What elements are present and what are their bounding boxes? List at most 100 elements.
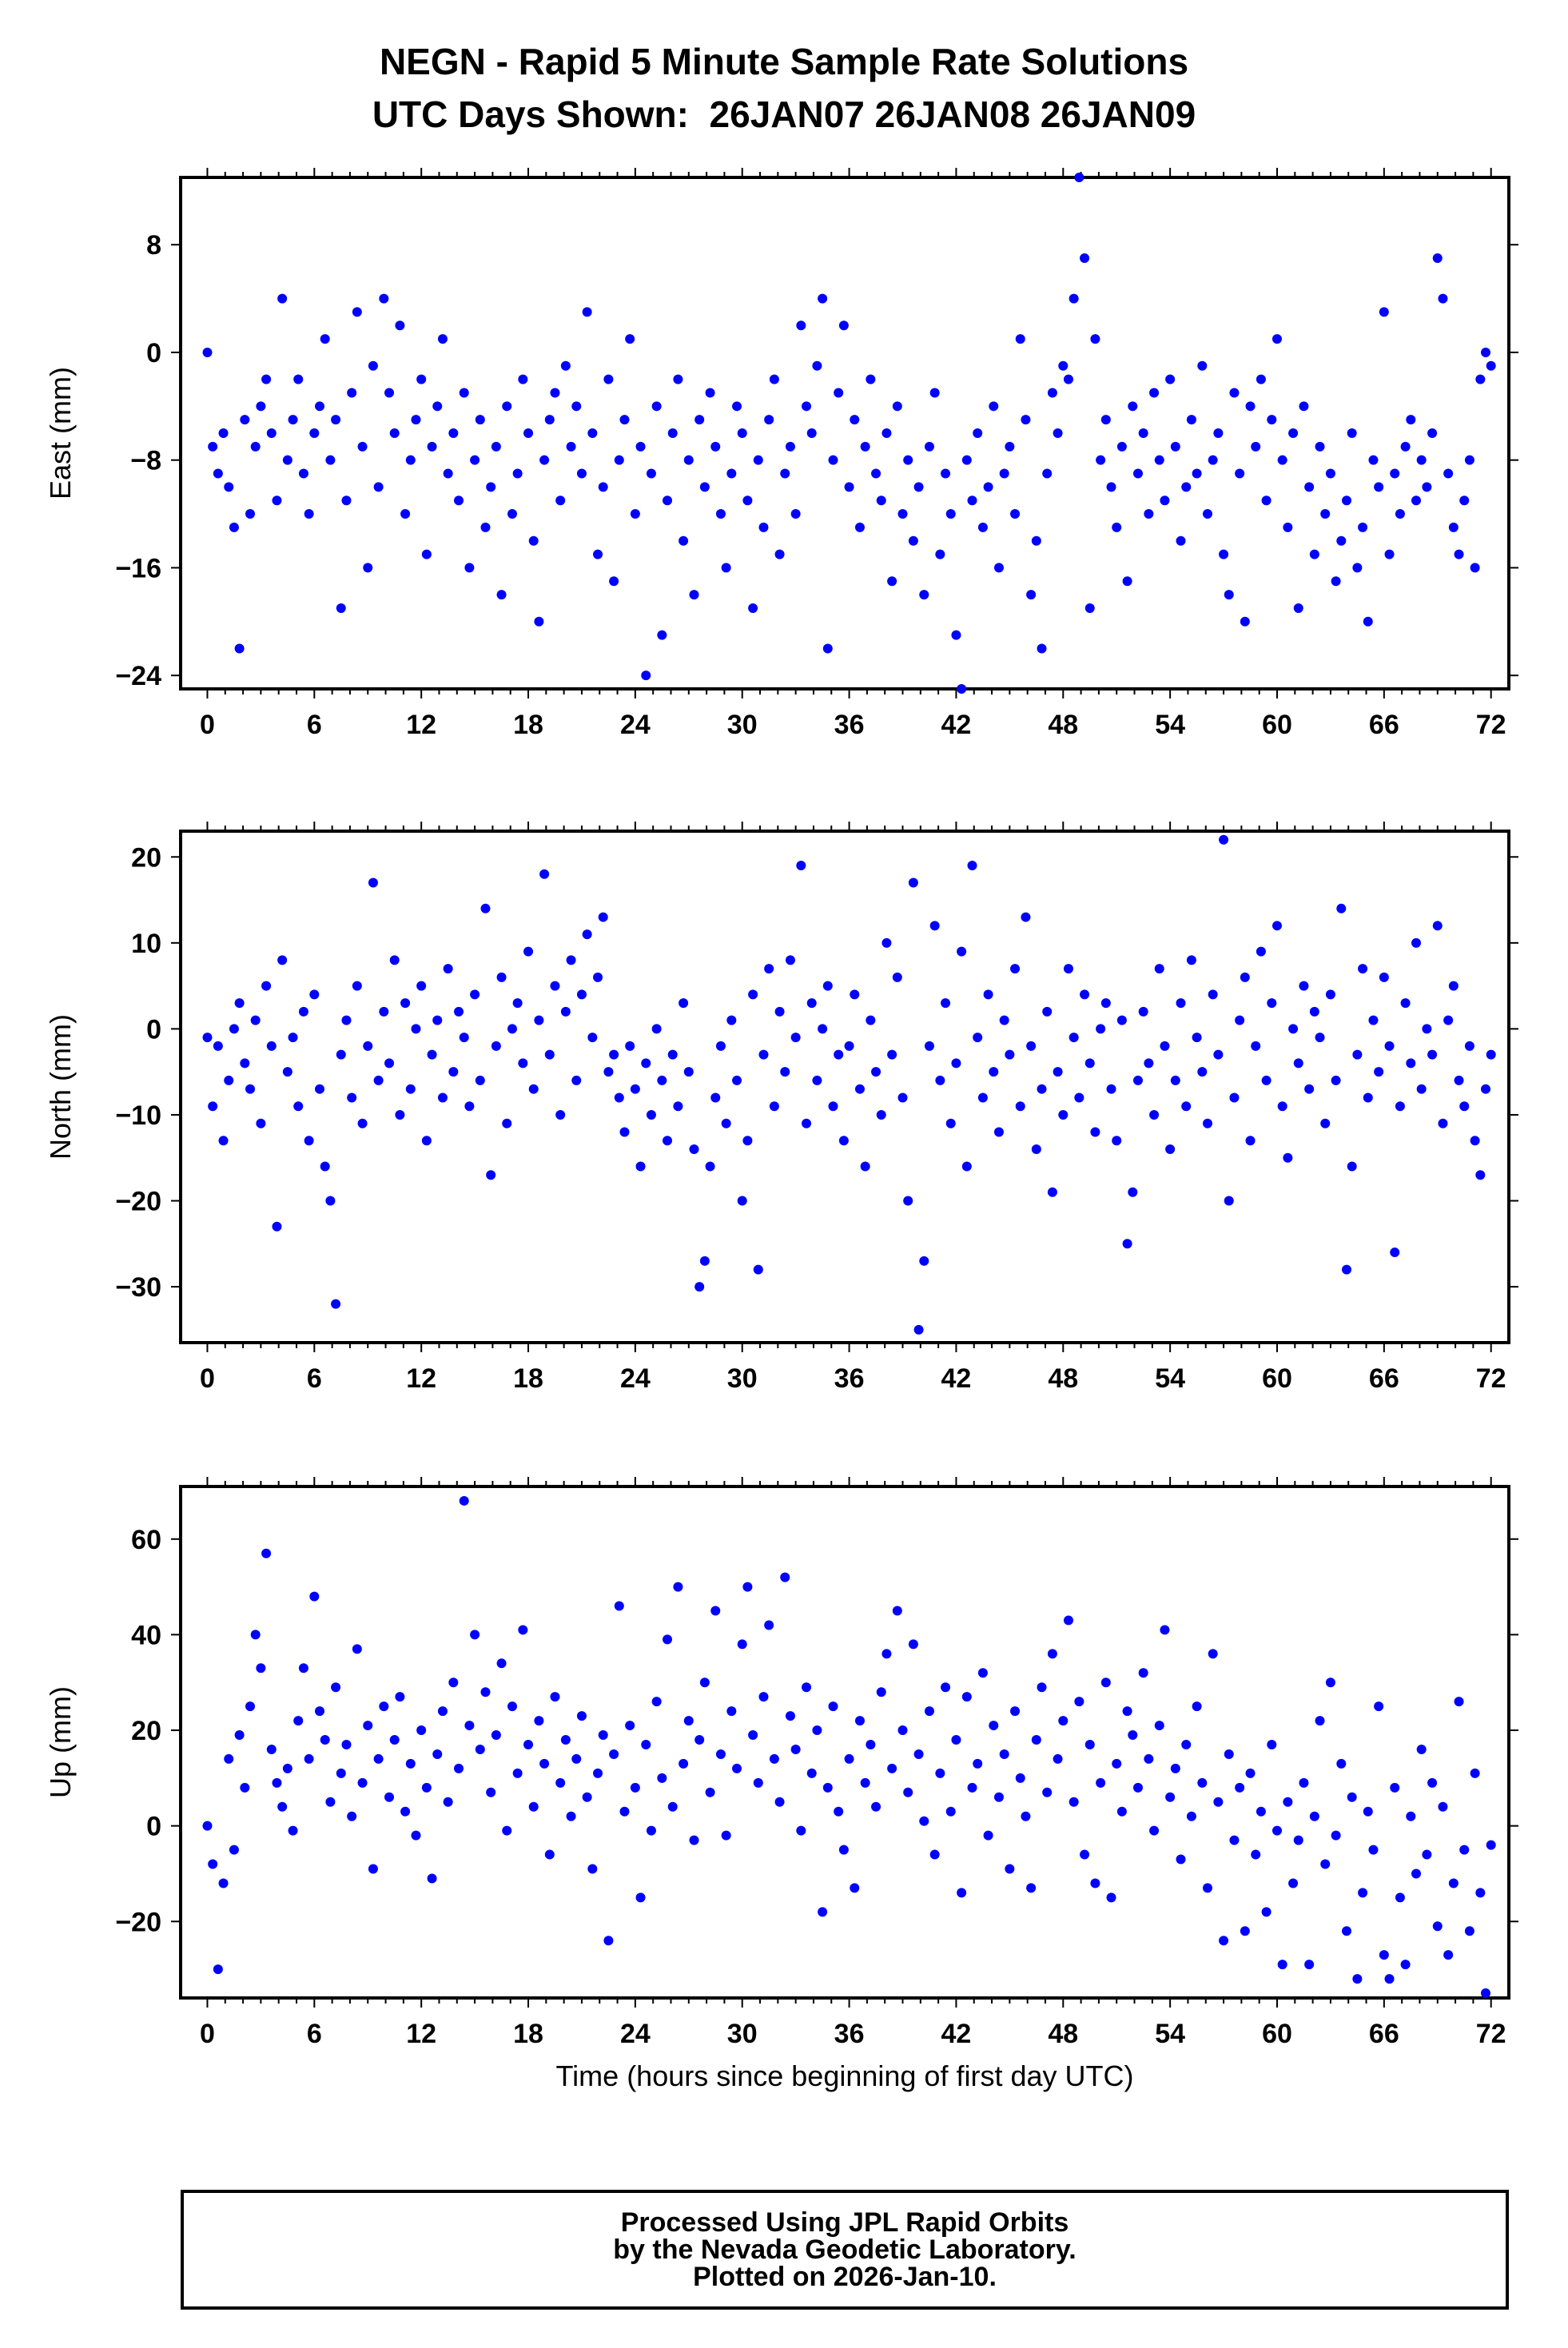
up-point (1240, 1926, 1250, 1936)
east-point (218, 428, 229, 438)
up-points (202, 1495, 1496, 1999)
up-point (603, 1936, 614, 1946)
north-point (512, 998, 523, 1009)
north-point (1181, 1101, 1192, 1112)
footer-box: Processed Using JPL Rapid Orbits by the … (181, 2190, 1509, 2310)
east-xtick-label: 72 (1476, 710, 1506, 740)
up-point (1069, 1797, 1079, 1807)
east-point (1304, 482, 1315, 492)
north-point (897, 1092, 908, 1103)
north-point (416, 981, 427, 991)
up-point (941, 1682, 951, 1693)
north-point (882, 937, 892, 948)
north-point (957, 946, 967, 957)
east-panel: 0 6 12 18 24 30 36 42 48 54 60 66 72 −24 −16 −8 0 8 East (… (44, 168, 1518, 740)
north-point (224, 1075, 234, 1085)
north-point (352, 981, 362, 991)
east-point (1229, 388, 1240, 398)
north-point (1251, 1041, 1261, 1051)
north-point (1293, 1058, 1303, 1069)
east-frame (179, 176, 1510, 690)
north-point (1010, 964, 1021, 974)
up-point (1283, 1797, 1293, 1807)
east-ytick-label: 8 (146, 230, 161, 261)
up-point (876, 1687, 886, 1697)
up-ytick-label: 20 (131, 1716, 161, 1746)
north-point (261, 981, 272, 991)
up-point (1096, 1777, 1106, 1788)
up-point (977, 1668, 988, 1678)
east-point (715, 509, 726, 519)
up-point (646, 1825, 656, 1836)
east-point (737, 428, 747, 438)
north-point (1208, 989, 1218, 1000)
up-frame (179, 1485, 1510, 2000)
north-point (1480, 1084, 1490, 1094)
east-point (357, 441, 368, 452)
up-ylabel: Up (mm) (44, 1686, 77, 1798)
up-point (1090, 1878, 1100, 1888)
up-point (1416, 1744, 1427, 1754)
east-point (941, 468, 951, 479)
north-point (737, 1196, 747, 1206)
east-point (1186, 415, 1196, 425)
north-point (1347, 1161, 1357, 1172)
up-point (699, 1677, 710, 1688)
up-point (336, 1768, 346, 1778)
north-xtick-label: 72 (1476, 1363, 1506, 1394)
east-xtick-label: 6 (307, 710, 322, 740)
north-point (320, 1161, 330, 1172)
north-point (1058, 1109, 1069, 1120)
north-point (973, 1033, 983, 1043)
north-point (1021, 912, 1031, 922)
up-point (854, 1716, 865, 1726)
east-point (646, 468, 656, 479)
north-point (1288, 1024, 1299, 1034)
east-point (593, 549, 603, 559)
up-point (1213, 1797, 1224, 1807)
up-point (1149, 1825, 1160, 1836)
north-point (993, 1127, 1004, 1137)
north-point (1331, 1075, 1341, 1085)
east-point (224, 482, 234, 492)
north-point (347, 1092, 357, 1103)
east-point (887, 576, 897, 587)
up-point (1160, 1625, 1170, 1635)
up-point (780, 1572, 790, 1582)
up-point (480, 1687, 491, 1697)
east-point (1080, 253, 1090, 264)
east-point (518, 374, 528, 384)
east-point (1438, 293, 1448, 304)
north-point (534, 1015, 544, 1025)
up-point (213, 1964, 223, 1975)
north-point (1031, 1144, 1041, 1154)
up-point (871, 1801, 882, 1812)
up-xtick-label: 48 (1048, 2019, 1078, 2049)
north-point (298, 1006, 308, 1017)
east-point (1116, 441, 1127, 452)
east-point (957, 684, 967, 694)
east-point (1015, 334, 1025, 344)
east-point (1400, 441, 1411, 452)
east-point (651, 401, 662, 412)
north-point (1283, 1152, 1293, 1163)
east-point (689, 590, 699, 600)
east-point (582, 307, 592, 317)
chart-subtitle: UTC Days Shown: 26JAN07 26JAN08 26JAN09 (372, 94, 1196, 135)
up-point (1288, 1878, 1299, 1888)
north-point (544, 1049, 555, 1060)
north-point (732, 1075, 742, 1085)
up-point (619, 1806, 630, 1817)
up-point (454, 1763, 464, 1773)
east-point (566, 441, 576, 452)
north-point (1138, 1006, 1148, 1017)
north-point (309, 989, 320, 1000)
east-point (523, 428, 534, 438)
up-point (742, 1582, 753, 1592)
north-point (780, 1067, 790, 1077)
north-point (1406, 1058, 1416, 1069)
north-point (1384, 1041, 1395, 1051)
east-point (454, 495, 464, 506)
east-point (903, 455, 913, 465)
east-point (758, 522, 769, 532)
